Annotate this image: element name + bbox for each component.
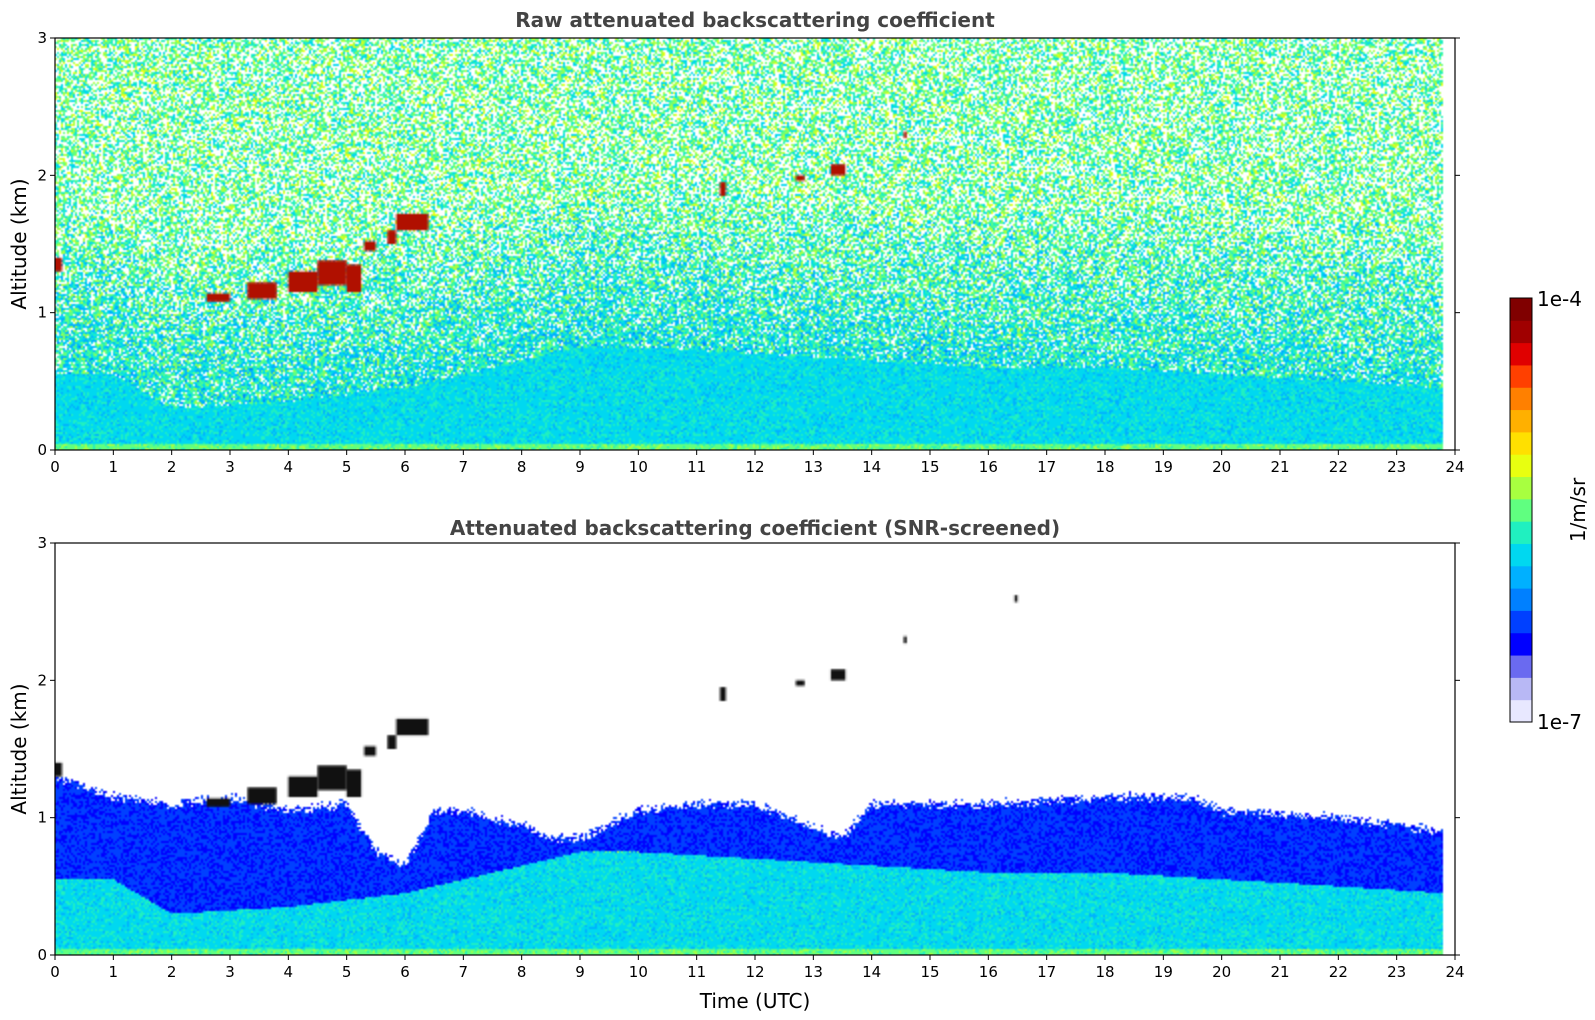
colorbar-step bbox=[1510, 431, 1532, 455]
panel-screened: Attenuated backscattering coefficient (S… bbox=[7, 516, 1465, 1013]
panel-screened-xlabel: Time (UTC) bbox=[699, 989, 811, 1013]
panel-screened-x-tick-label: 18 bbox=[1095, 963, 1114, 981]
panel-screened-x-tick-label: 17 bbox=[1037, 963, 1056, 981]
panel-raw-x-tick-label: 17 bbox=[1037, 458, 1056, 476]
panel-screened-y-tick-label: 1 bbox=[37, 809, 47, 827]
colorbar-step bbox=[1510, 498, 1532, 522]
colorbar: 1e-4 1e-7 1/m/sr bbox=[1509, 287, 1590, 734]
panel-raw-x-tick-label: 2 bbox=[167, 458, 177, 476]
panel-screened-x-tick-label: 15 bbox=[920, 963, 939, 981]
panel-raw-x-tick-label: 10 bbox=[629, 458, 648, 476]
colorbar-step bbox=[1510, 521, 1532, 544]
panel-raw-image bbox=[55, 38, 1455, 450]
panel-raw-x-tick-label: 11 bbox=[687, 458, 706, 476]
panel-raw-y-ticks: 0 1 2 3 bbox=[37, 29, 1460, 459]
panel-raw-x-tick-label: 5 bbox=[342, 458, 352, 476]
panel-raw-x-tick-label: 3 bbox=[225, 458, 235, 476]
panel-screened-x-tick-label: 23 bbox=[1387, 963, 1406, 981]
panel-screened-x-tick-label: 11 bbox=[687, 963, 706, 981]
panel-screened-x-tick-label: 10 bbox=[629, 963, 648, 981]
panel-raw-heatmap bbox=[55, 38, 1455, 450]
panel-raw-x-tick-label: 22 bbox=[1329, 458, 1348, 476]
panel-screened-y-tick-label: 3 bbox=[37, 534, 47, 552]
panel-raw-x-tick-label: 23 bbox=[1387, 458, 1406, 476]
panel-raw-x-tick-label: 16 bbox=[979, 458, 998, 476]
colorbar-steps bbox=[1510, 298, 1532, 723]
colorbar-step bbox=[1510, 298, 1532, 321]
panel-raw-y-tick-label: 3 bbox=[37, 29, 47, 47]
panel-screened-x-tick-label: 6 bbox=[400, 963, 410, 981]
panel-screened-x-tick-label: 8 bbox=[517, 963, 527, 981]
panel-screened-x-tick-label: 16 bbox=[979, 963, 998, 981]
panel-raw-y-tick-label: 0 bbox=[37, 441, 47, 459]
colorbar-step bbox=[1510, 320, 1532, 344]
colorbar-step bbox=[1510, 454, 1532, 478]
colorbar-step bbox=[1510, 655, 1532, 678]
panel-raw-y-tick-label: 1 bbox=[37, 304, 47, 322]
panel-raw-x-tick-label: 0 bbox=[50, 458, 60, 476]
panel-raw-x-tick-label: 21 bbox=[1270, 458, 1289, 476]
panel-screened-x-tick-label: 3 bbox=[225, 963, 235, 981]
panel-raw-x-tick-label: 12 bbox=[745, 458, 764, 476]
panel-screened-x-tick-label: 1 bbox=[109, 963, 119, 981]
panel-screened-x-tick-label: 24 bbox=[1445, 963, 1464, 981]
colorbar-step bbox=[1510, 677, 1532, 701]
colorbar-min-label: 1e-7 bbox=[1537, 710, 1582, 734]
colorbar-step bbox=[1510, 632, 1532, 656]
panel-raw-x-tick-label: 9 bbox=[575, 458, 585, 476]
panel-screened-y-tick-label: 2 bbox=[37, 671, 47, 689]
colorbar-frame bbox=[1509, 297, 1533, 723]
panel-screened-x-tick-label: 0 bbox=[50, 963, 60, 981]
panel-screened-y-ticks: 0 1 2 3 bbox=[37, 534, 1460, 964]
colorbar-label: 1/m/sr bbox=[1566, 477, 1590, 542]
colorbar-step bbox=[1510, 565, 1532, 589]
panel-raw-x-tick-label: 6 bbox=[400, 458, 410, 476]
panel-raw-x-tick-label: 7 bbox=[459, 458, 469, 476]
colorbar-step bbox=[1510, 409, 1532, 433]
panel-screened-x-tick-label: 5 bbox=[342, 963, 352, 981]
panel-screened-x-tick-label: 19 bbox=[1154, 963, 1173, 981]
colorbar-step bbox=[1510, 364, 1532, 388]
panel-raw-x-tick-label: 19 bbox=[1154, 458, 1173, 476]
panel-raw-x-ticks: 0 1 2 3 4 5 6 7 8 9 10 11 12 13 14 15 16 17 18 19 20 21 22 23 24 bbox=[50, 450, 1465, 476]
panel-raw-x-tick-label: 13 bbox=[804, 458, 823, 476]
panel-screened-x-tick-label: 20 bbox=[1212, 963, 1231, 981]
panel-raw-x-tick-label: 14 bbox=[862, 458, 881, 476]
panel-screened-ylabel: Altitude (km) bbox=[7, 683, 31, 814]
colorbar-step bbox=[1510, 342, 1532, 366]
panel-screened-x-tick-label: 9 bbox=[575, 963, 585, 981]
panel-raw-ylabel: Altitude (km) bbox=[7, 178, 31, 309]
panel-screened-y-tick-label: 0 bbox=[37, 946, 47, 964]
colorbar-step bbox=[1510, 387, 1532, 411]
panel-raw: Raw attenuated backscattering coefficien… bbox=[7, 8, 1465, 476]
panel-screened-image bbox=[55, 543, 1455, 955]
panel-raw-x-tick-label: 8 bbox=[517, 458, 527, 476]
colorbar-step bbox=[1510, 588, 1532, 611]
colorbar-step bbox=[1510, 476, 1532, 500]
panel-screened-x-tick-label: 14 bbox=[862, 963, 881, 981]
panel-screened-x-tick-label: 12 bbox=[745, 963, 764, 981]
panel-screened-x-ticks: 0 1 2 3 4 5 6 7 8 9 10 11 12 13 14 15 16 17 18 19 20 21 22 23 24 bbox=[50, 955, 1465, 981]
panel-screened-x-tick-label: 21 bbox=[1270, 963, 1289, 981]
panel-screened-x-tick-label: 7 bbox=[459, 963, 469, 981]
panel-screened-x-tick-label: 13 bbox=[804, 963, 823, 981]
panel-screened-heatmap bbox=[55, 543, 1455, 955]
colorbar-step bbox=[1510, 610, 1532, 634]
colorbar-max-label: 1e-4 bbox=[1537, 287, 1582, 311]
panel-raw-x-tick-label: 4 bbox=[284, 458, 294, 476]
panel-screened-x-tick-label: 4 bbox=[284, 963, 294, 981]
panel-raw-x-tick-label: 20 bbox=[1212, 458, 1231, 476]
panel-raw-x-tick-label: 18 bbox=[1095, 458, 1114, 476]
panel-screened-x-tick-label: 22 bbox=[1329, 963, 1348, 981]
colorbar-step bbox=[1510, 699, 1532, 723]
panel-screened-x-tick-label: 2 bbox=[167, 963, 177, 981]
panel-raw-x-tick-label: 15 bbox=[920, 458, 939, 476]
panel-raw-title: Raw attenuated backscattering coefficien… bbox=[515, 8, 995, 32]
panel-raw-y-tick-label: 2 bbox=[37, 166, 47, 184]
colorbar-step bbox=[1510, 543, 1532, 567]
panel-raw-x-tick-label: 24 bbox=[1445, 458, 1464, 476]
panel-raw-x-tick-label: 1 bbox=[109, 458, 119, 476]
panel-screened-title: Attenuated backscattering coefficient (S… bbox=[450, 516, 1060, 540]
